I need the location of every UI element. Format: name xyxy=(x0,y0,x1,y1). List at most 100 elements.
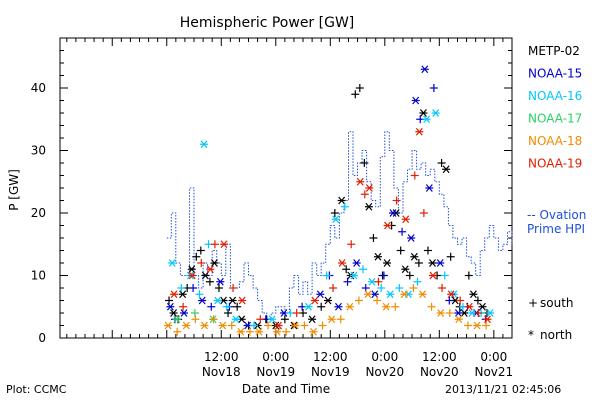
south-marker xyxy=(197,259,206,267)
south-marker xyxy=(440,271,449,280)
south-marker xyxy=(317,302,326,311)
south-marker xyxy=(369,234,378,242)
plot-area-frame xyxy=(59,37,513,339)
south-marker xyxy=(419,209,428,217)
south-marker xyxy=(330,209,339,217)
south-marker xyxy=(227,321,236,330)
legend-entry-metp-02: METP-02 xyxy=(528,44,580,58)
north-marker xyxy=(478,302,487,311)
south-marker xyxy=(482,321,491,330)
north-marker xyxy=(337,196,346,205)
north-marker xyxy=(218,321,227,330)
south-marker xyxy=(473,296,482,305)
north-marker xyxy=(200,321,209,330)
north-marker xyxy=(310,296,319,305)
y-tick-label: 0 xyxy=(38,331,46,345)
north-marker xyxy=(324,296,333,305)
south-marker xyxy=(210,240,219,249)
x-tick-label-time: 12:00 xyxy=(313,350,348,364)
north-marker xyxy=(428,271,437,280)
north-marker xyxy=(236,327,245,336)
north-marker xyxy=(304,302,313,311)
north-marker xyxy=(254,327,263,336)
south-marker xyxy=(342,265,351,274)
south-marker xyxy=(343,277,352,286)
north-marker xyxy=(334,302,343,311)
south-marker xyxy=(165,296,174,305)
y-tick-label: 40 xyxy=(31,81,46,95)
legend-north: north xyxy=(540,328,572,342)
north-marker xyxy=(345,302,354,311)
axis-ticks xyxy=(60,37,513,339)
north-marker xyxy=(469,290,478,299)
north-marker xyxy=(164,321,173,330)
y-tick-labels: 0 10 20 30 40 xyxy=(31,81,46,345)
south-marker xyxy=(191,315,200,324)
north-marker xyxy=(169,309,178,317)
south-marker xyxy=(336,315,345,324)
south-marker xyxy=(224,309,233,317)
north-marker xyxy=(172,315,181,324)
south-marker xyxy=(282,327,291,336)
north-marker xyxy=(316,290,325,299)
north-marker xyxy=(206,265,215,274)
series-noaa-15 xyxy=(166,65,490,330)
south-marker xyxy=(351,90,360,99)
south-marker xyxy=(409,284,418,292)
south-marker xyxy=(379,271,388,280)
south-marker xyxy=(360,159,369,167)
north-marker xyxy=(386,290,395,299)
north-marker xyxy=(166,302,175,311)
north-marker xyxy=(201,271,210,280)
legend: METP-02 NOAA-15 NOAA-16 NOAA-17 NOAA-18 NOAA-… xyxy=(527,44,586,342)
north-marker xyxy=(352,259,361,267)
north-marker xyxy=(447,290,456,299)
south-marker xyxy=(340,202,349,211)
north-marker xyxy=(388,209,397,217)
south-marker xyxy=(463,321,472,330)
south-marker xyxy=(427,302,436,311)
south-marker xyxy=(205,277,214,286)
north-marker xyxy=(410,252,419,261)
legend-entry-noaa-18: NOAA-18 xyxy=(528,134,582,148)
series-noaa-16 xyxy=(168,109,495,330)
north-marker xyxy=(422,115,431,124)
south-marker xyxy=(474,309,483,317)
south-marker xyxy=(207,302,216,311)
north-marker xyxy=(188,271,197,280)
generated-timestamp: 2013/11/21 02:45:06 xyxy=(445,383,562,396)
north-marker xyxy=(473,321,482,330)
south-marker xyxy=(414,259,423,267)
north-marker xyxy=(411,96,420,105)
south-marker xyxy=(446,252,455,261)
plot-credit: Plot: CCMC xyxy=(6,383,67,396)
north-marker xyxy=(170,290,179,299)
north-marker xyxy=(373,252,382,261)
north-marker xyxy=(454,309,463,317)
south-marker xyxy=(437,159,446,167)
north-marker xyxy=(274,321,283,330)
south-marker xyxy=(179,302,188,311)
north-marker xyxy=(401,215,410,224)
south-marker xyxy=(292,309,301,317)
x-tick-label-date: Nov21 xyxy=(474,365,513,379)
north-marker xyxy=(454,315,463,324)
y-tick-label: 10 xyxy=(31,269,46,283)
north-marker xyxy=(182,321,191,330)
south-marker xyxy=(177,284,186,292)
north-marker xyxy=(200,140,209,149)
north-marker xyxy=(291,321,300,330)
north-marker xyxy=(436,259,445,267)
north-marker xyxy=(187,265,196,274)
series-noaa-19 xyxy=(170,127,492,330)
south-marker xyxy=(173,327,182,336)
chart-title: Hemispheric Power [GW] xyxy=(180,15,355,31)
north-marker xyxy=(331,215,340,224)
legend-entry-noaa-15: NOAA-15 xyxy=(528,67,582,81)
north-marker xyxy=(365,184,374,192)
x-tick-label-date: Nov20 xyxy=(365,365,404,379)
north-marker xyxy=(428,259,437,267)
north-marker xyxy=(356,177,365,186)
south-marker xyxy=(413,277,422,286)
